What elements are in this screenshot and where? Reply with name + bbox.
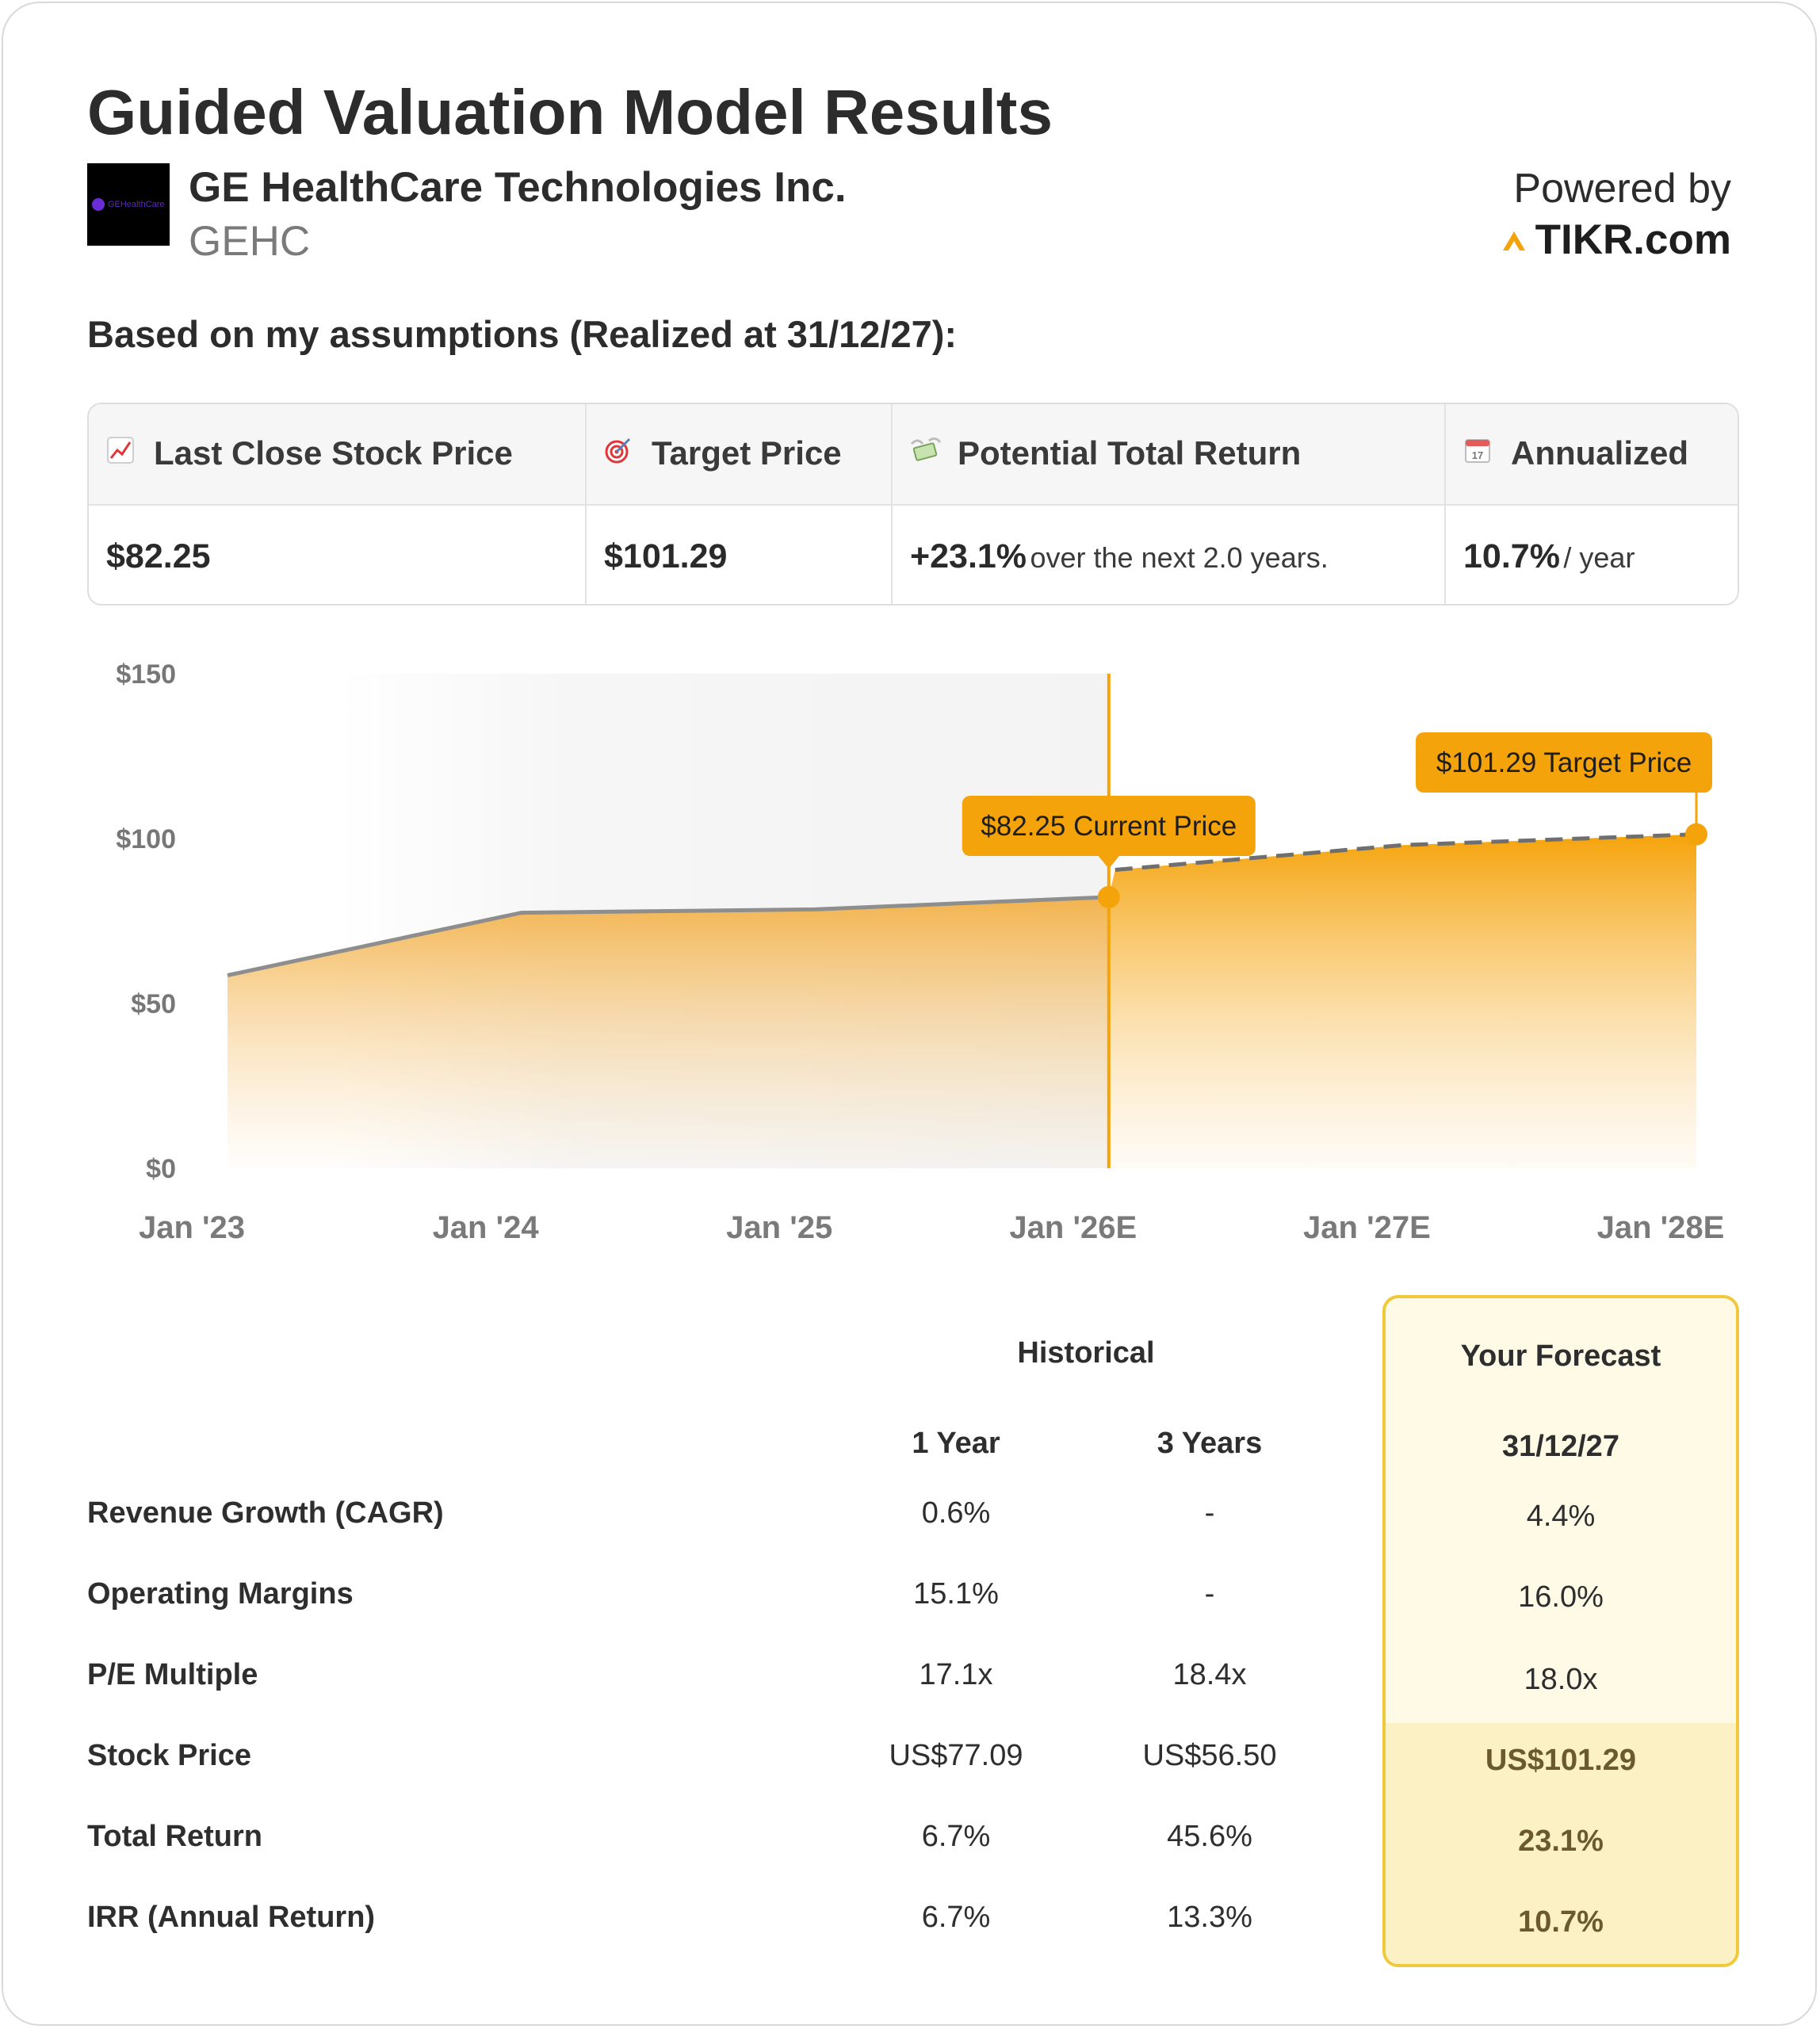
summary-col-annualized: 17 Annualized 10.7% / year [1444,404,1738,604]
annualized-value-group: 10.7% / year [1463,537,1635,576]
annualized-label: Annualized [1511,434,1689,472]
current-price-callout: $82.25 Current Price [962,796,1256,908]
row-label: Operating Margins [87,1577,354,1611]
price-point [1097,885,1120,908]
cell-one-year: 17.1x [919,1658,993,1691]
x-tick-label: Jan '24 [433,1210,540,1245]
col-header-forecast-date: 31/12/27 [1502,1430,1619,1463]
chart-increasing-icon [106,436,135,472]
total-return-header: Potential Total Return [910,434,1301,472]
powered-by-label: Powered by [1513,166,1731,212]
total-return-label: Potential Total Return [958,434,1302,472]
last-close-value: $82.25 [106,537,211,575]
total-return-suffix: over the next 2.0 years. [1030,541,1329,574]
annualized-value: 10.7% [1463,537,1560,575]
summary-col-last-close: Last Close Stock Price $82.25 [89,404,585,604]
x-tick-label: Jan '23 [139,1210,245,1245]
brand-name: TIKR.com [1535,216,1731,263]
row-label: IRR (Annual Return) [87,1901,376,1934]
cell-forecast: US$101.29 [1485,1744,1637,1777]
summary-col-target: Target Price $101.29 [585,404,891,604]
forecast-area [1108,834,1696,1168]
cell-three-years: 13.3% [1167,1901,1252,1934]
cell-forecast: 10.7% [1518,1905,1604,1939]
col-header-1-year: 1 Year [912,1427,1000,1460]
price-point [1685,823,1707,846]
cell-one-year: US$77.09 [889,1739,1023,1772]
row-label: Stock Price [87,1739,251,1772]
y-tick-label: $100 [116,824,176,854]
direct-hit-icon [604,436,633,472]
y-tick-label: $0 [146,1154,176,1184]
row-label: Total Return [87,1820,262,1853]
cell-forecast: 18.0x [1524,1663,1598,1696]
logo-mark-icon [92,198,105,211]
last-close-label: Last Close Stock Price [154,434,513,472]
cell-three-years: 18.4x [1172,1658,1247,1691]
cell-three-years: - [1204,1496,1215,1530]
company-logo: GEHealthCare [87,163,170,246]
cell-forecast: 23.1% [1518,1825,1604,1858]
summary-header-row [89,404,1738,506]
row-label: P/E Multiple [87,1658,258,1691]
page-title: Guided Valuation Model Results [87,77,1053,147]
tikr-brand-link[interactable]: TIKR.com [1501,216,1731,264]
last-close-header: Last Close Stock Price [106,434,513,472]
target-label: Target Price [652,434,842,472]
money-with-wings-icon [910,436,942,472]
y-tick-label: $150 [116,659,176,690]
forecast-header: Your Forecast [1460,1339,1661,1373]
cell-one-year: 6.7% [921,1901,991,1934]
cell-forecast: 16.0% [1518,1580,1604,1614]
x-tick-label: Jan '26E [1009,1210,1137,1245]
cell-three-years: US$56.50 [1142,1739,1277,1772]
summary-col-total-return: Potential Total Return +23.1% over the n… [891,404,1444,604]
calendar-icon: 17 [1463,436,1492,472]
target-header: Target Price [604,434,842,472]
col-header-3-years: 3 Years [1157,1427,1263,1460]
cell-three-years: - [1204,1577,1215,1611]
callout-label: $82.25 Current Price [981,811,1237,842]
cell-one-year: 0.6% [921,1496,991,1530]
summary-table: Last Close Stock Price $82.25 Target Pri… [87,403,1739,606]
target-value: $101.29 [604,537,728,575]
svg-text:17: 17 [1472,449,1483,461]
cell-one-year: 15.1% [913,1577,999,1611]
cell-forecast: 4.4% [1526,1500,1596,1533]
cell-one-year: 6.7% [921,1820,991,1853]
assumption-note: Based on my assumptions (Realized at 31/… [87,313,958,355]
historical-header: Historical [1017,1336,1155,1370]
forecast-line [1115,832,1697,872]
company-ticker: GEHC [189,218,311,265]
total-return-value-group: +23.1% over the next 2.0 years. [910,537,1329,576]
total-return-value: +23.1% [910,537,1027,575]
x-tick-label: Jan '27E [1303,1210,1431,1245]
tikr-logo-icon [1502,231,1525,250]
callout-label: $101.29 Target Price [1436,747,1692,778]
forecast-results-shade [1386,1723,1736,1964]
target-price-callout: $101.29 Target Price [1416,732,1712,846]
row-label: Revenue Growth (CAGR) [87,1496,444,1530]
y-tick-label: $50 [131,989,176,1019]
annualized-header: 17 Annualized [1463,434,1688,472]
company-name: GE HealthCare Technologies Inc. [189,164,847,211]
x-tick-label: Jan '28E [1597,1210,1725,1245]
logo-text: GEHealthCare [108,200,165,209]
annualized-suffix: / year [1563,541,1635,574]
historical-area [228,896,1109,1168]
forecast-column [1382,1295,1739,1967]
price-chart: $0 $50 $100 $150 Jan '23 Jan '24 Jan '25 Jan '… [116,659,1725,1245]
x-tick-label: Jan '25 [726,1210,832,1245]
historical-line [227,895,1109,978]
cell-three-years: 45.6% [1167,1820,1252,1853]
